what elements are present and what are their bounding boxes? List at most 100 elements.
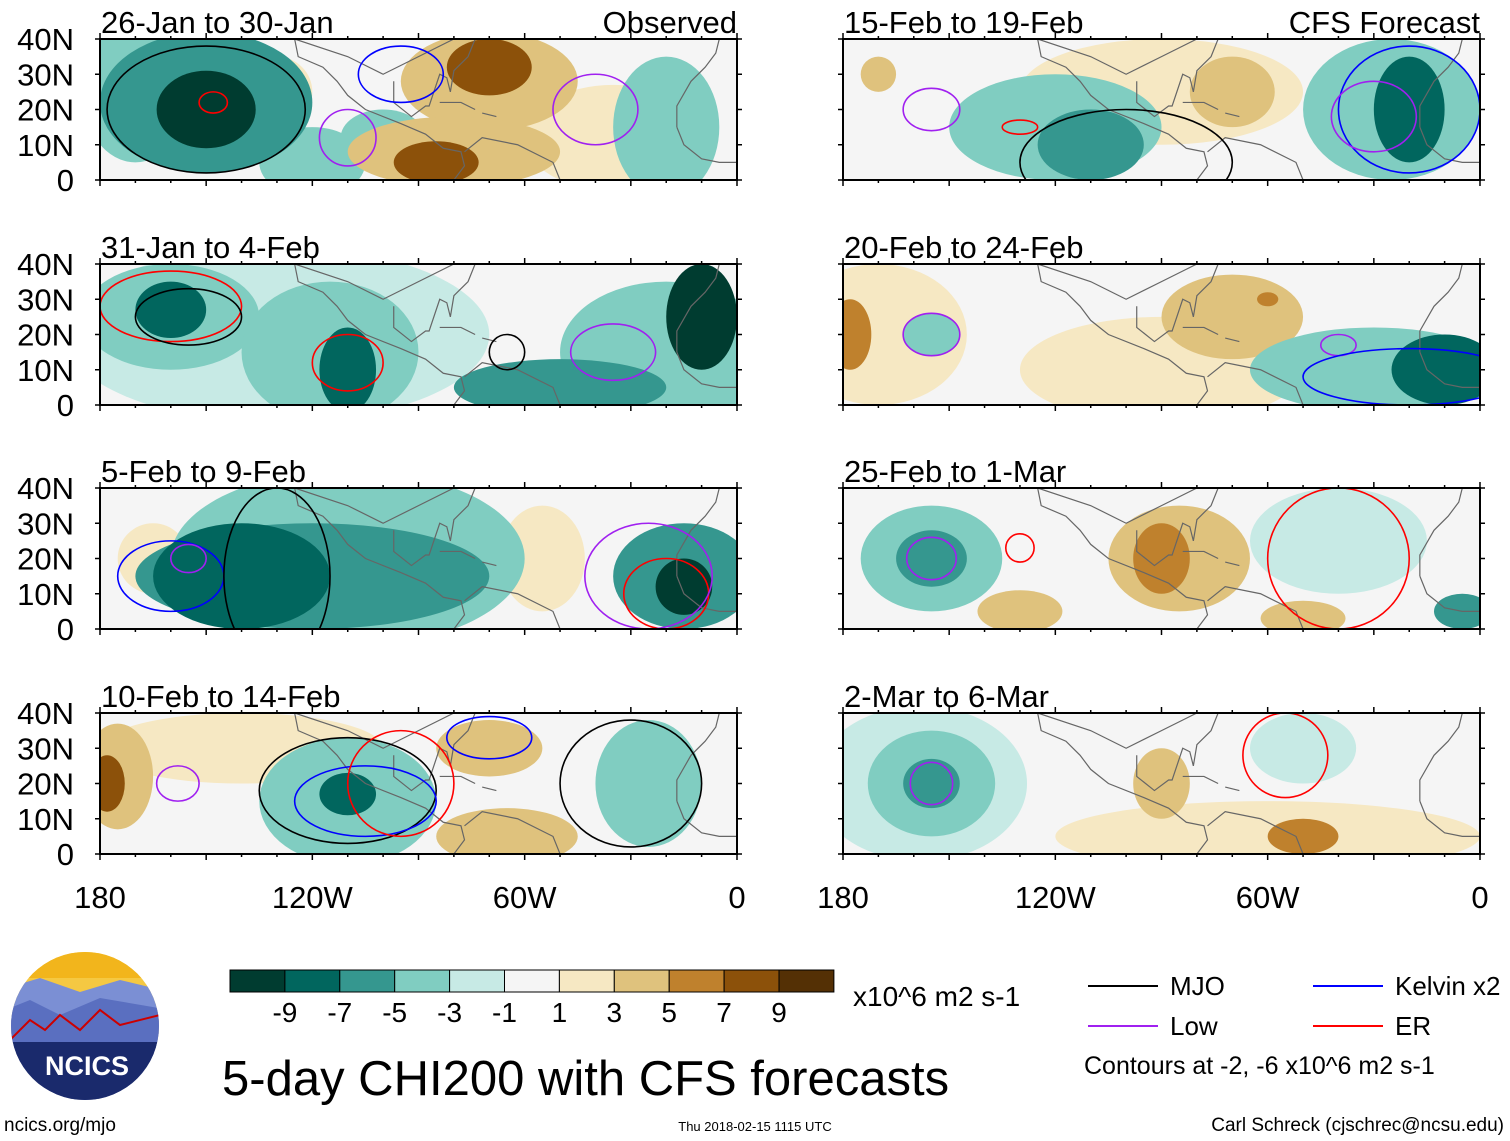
contour-low [1330, 80, 1418, 153]
lon-tick-label: 60W [493, 880, 557, 915]
lat-tick-label: 0 [57, 388, 74, 423]
contour-mjo [106, 45, 307, 174]
colorbar-label: 1 [552, 997, 568, 1028]
lat-tick-label: 40N [17, 22, 74, 57]
contour-er [100, 270, 243, 343]
contour-low [905, 536, 958, 581]
contour-low [155, 765, 200, 802]
legend-label: Low [1170, 1011, 1218, 1041]
anomaly-shading [903, 758, 960, 809]
coastline [1419, 800, 1480, 837]
coastline [676, 351, 737, 388]
coastline [1225, 561, 1240, 567]
contour-low [169, 543, 207, 574]
contour-mjo [1019, 108, 1234, 180]
coastline [1037, 39, 1198, 75]
lat-tick-label: 10N [17, 128, 74, 163]
contour-er [1266, 488, 1411, 629]
panel-tag: Observed [603, 5, 737, 40]
anomaly-shading [903, 313, 960, 356]
contour-low [902, 87, 961, 132]
colorbar-label: -9 [272, 997, 297, 1028]
lat-tick-label: 20N [17, 542, 74, 577]
colorbar-swatch [339, 969, 396, 993]
anomaly-shading [977, 590, 1063, 629]
coastline [1037, 264, 1209, 405]
lon-tick-label: 120W [1015, 880, 1097, 915]
colorbar-swatch [723, 969, 780, 993]
anomaly-shading [1249, 488, 1427, 594]
legend-label: MJO [1170, 971, 1225, 1001]
contour-er [346, 729, 455, 838]
lat-tick-label: 20N [17, 93, 74, 128]
contour-er [198, 91, 229, 114]
coastline [294, 713, 466, 854]
anomaly-shading [1267, 818, 1339, 854]
contour-mjo [258, 736, 437, 845]
anomaly-shading [1434, 593, 1480, 629]
coastline [1037, 264, 1198, 300]
anomaly-shading [436, 720, 543, 777]
coastline [439, 326, 476, 336]
colorbar-label: 3 [607, 997, 623, 1028]
anomaly-shading [613, 56, 720, 180]
anomaly-shading [1133, 523, 1190, 594]
lat-tick-label: 0 [57, 163, 74, 198]
coastline [1207, 362, 1304, 405]
panel-title: 10-Feb to 14-Feb [101, 679, 341, 714]
coastline [1207, 811, 1304, 854]
panel-title: 15-Feb to 19-Feb [844, 5, 1084, 40]
coastline [1419, 264, 1463, 353]
lat-tick-label: 30N [17, 731, 74, 766]
colorbar-swatch [668, 969, 725, 993]
anomaly-shading [1037, 109, 1144, 180]
map-panel: 15-Feb to 19-Feb CFS Forecast [838, 5, 1485, 186]
colorbar-swatch [284, 969, 341, 993]
map-panel: 2-Mar to 6-Mar 180 120W 60W 0 [817, 679, 1488, 915]
coastline [1182, 101, 1219, 111]
lat-tick-label: 0 [57, 612, 74, 647]
contour-low [552, 73, 639, 146]
anomaly-shading [843, 299, 872, 370]
contour-note: Contours at -2, -6 x10^6 m2 s-1 [1084, 1052, 1435, 1080]
anomaly-shading [1133, 748, 1190, 819]
coastline [1419, 713, 1463, 802]
coastline [294, 264, 466, 405]
coastline [1037, 488, 1198, 524]
coastline [1419, 39, 1463, 128]
contour-mjo [488, 333, 526, 371]
colorbar-label: -5 [382, 997, 407, 1028]
lon-tick-label: 180 [74, 880, 126, 915]
legend-label: Kelvin x2 [1395, 971, 1501, 1001]
logo-text: NCICS [45, 1051, 129, 1081]
lat-tick-label: 40N [17, 247, 74, 282]
lat-tick-label: 30N [17, 282, 74, 317]
colorbar-swatch [394, 969, 451, 993]
colorbar-swatch [504, 969, 560, 993]
lat-tick-label: 0 [57, 837, 74, 872]
ncics-logo: NCICS [11, 952, 159, 1100]
panel-title: 5-Feb to 9-Feb [101, 454, 306, 489]
coastline [1225, 112, 1240, 118]
colorbar-swatch [778, 969, 835, 993]
lon-tick-label: 60W [1236, 880, 1300, 915]
anomaly-shading [453, 359, 667, 405]
colorbar-label: 9 [771, 997, 787, 1028]
logo-signal-line [11, 1008, 159, 1041]
lat-tick-label: 20N [17, 767, 74, 802]
colorbar-swatch [613, 969, 670, 993]
coastline [1419, 351, 1480, 388]
coastline [439, 550, 476, 560]
panel-title: 20-Feb to 24-Feb [844, 230, 1084, 265]
coastline [1419, 488, 1463, 577]
anomaly-shading [1257, 292, 1279, 307]
coastline [294, 488, 466, 629]
legend: MJO Low Kelvin x2 ER Contours at -2, -6 x10^… [1084, 971, 1501, 1080]
panel-title: 26-Jan to 30-Jan [101, 5, 334, 40]
coastline [294, 39, 455, 75]
anomaly-shading [499, 505, 585, 612]
anomaly-shading [1189, 56, 1275, 128]
map-panel: 25-Feb to 1-Mar [838, 454, 1485, 635]
